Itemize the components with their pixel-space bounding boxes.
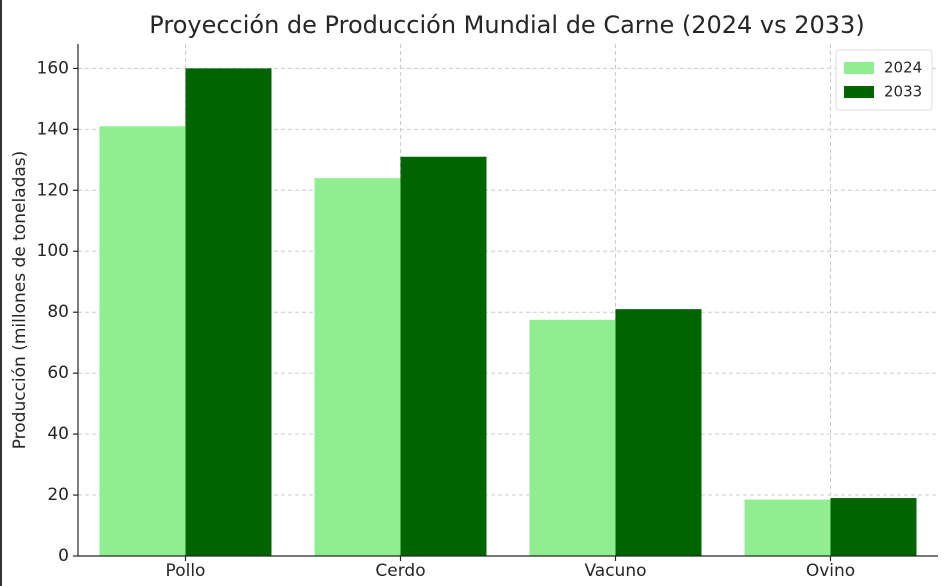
legend-label: 2033 (884, 83, 922, 101)
bar (615, 309, 702, 556)
x-tick-label: Pollo (166, 561, 206, 581)
y-tick-label: 60 (47, 363, 69, 383)
y-tick-label: 160 (37, 58, 69, 78)
legend-swatch (844, 86, 874, 98)
y-tick-label: 120 (37, 180, 69, 200)
frame-edge (0, 0, 2, 586)
legend-swatch (844, 62, 874, 74)
y-tick-label: 100 (37, 241, 69, 261)
bar (99, 126, 186, 557)
bar (830, 498, 917, 556)
y-tick-label: 140 (37, 119, 69, 139)
y-tick-label: 0 (58, 546, 69, 566)
bar (744, 499, 831, 556)
x-tick-label: Cerdo (375, 561, 425, 581)
bar (400, 156, 487, 556)
x-tick-label: Ovino (806, 561, 855, 581)
bar (529, 319, 616, 556)
y-tick-label: 20 (47, 485, 69, 505)
legend-label: 2024 (884, 59, 922, 77)
x-tick-label: Vacuno (584, 561, 646, 581)
bar (314, 178, 401, 556)
y-tick-label: 40 (47, 424, 69, 444)
chart-title: Proyección de Producción Mundial de Carn… (149, 11, 864, 39)
y-axis-label: Producción (millones de toneladas) (10, 151, 30, 450)
y-tick-label: 80 (47, 302, 69, 322)
bar (185, 68, 272, 556)
